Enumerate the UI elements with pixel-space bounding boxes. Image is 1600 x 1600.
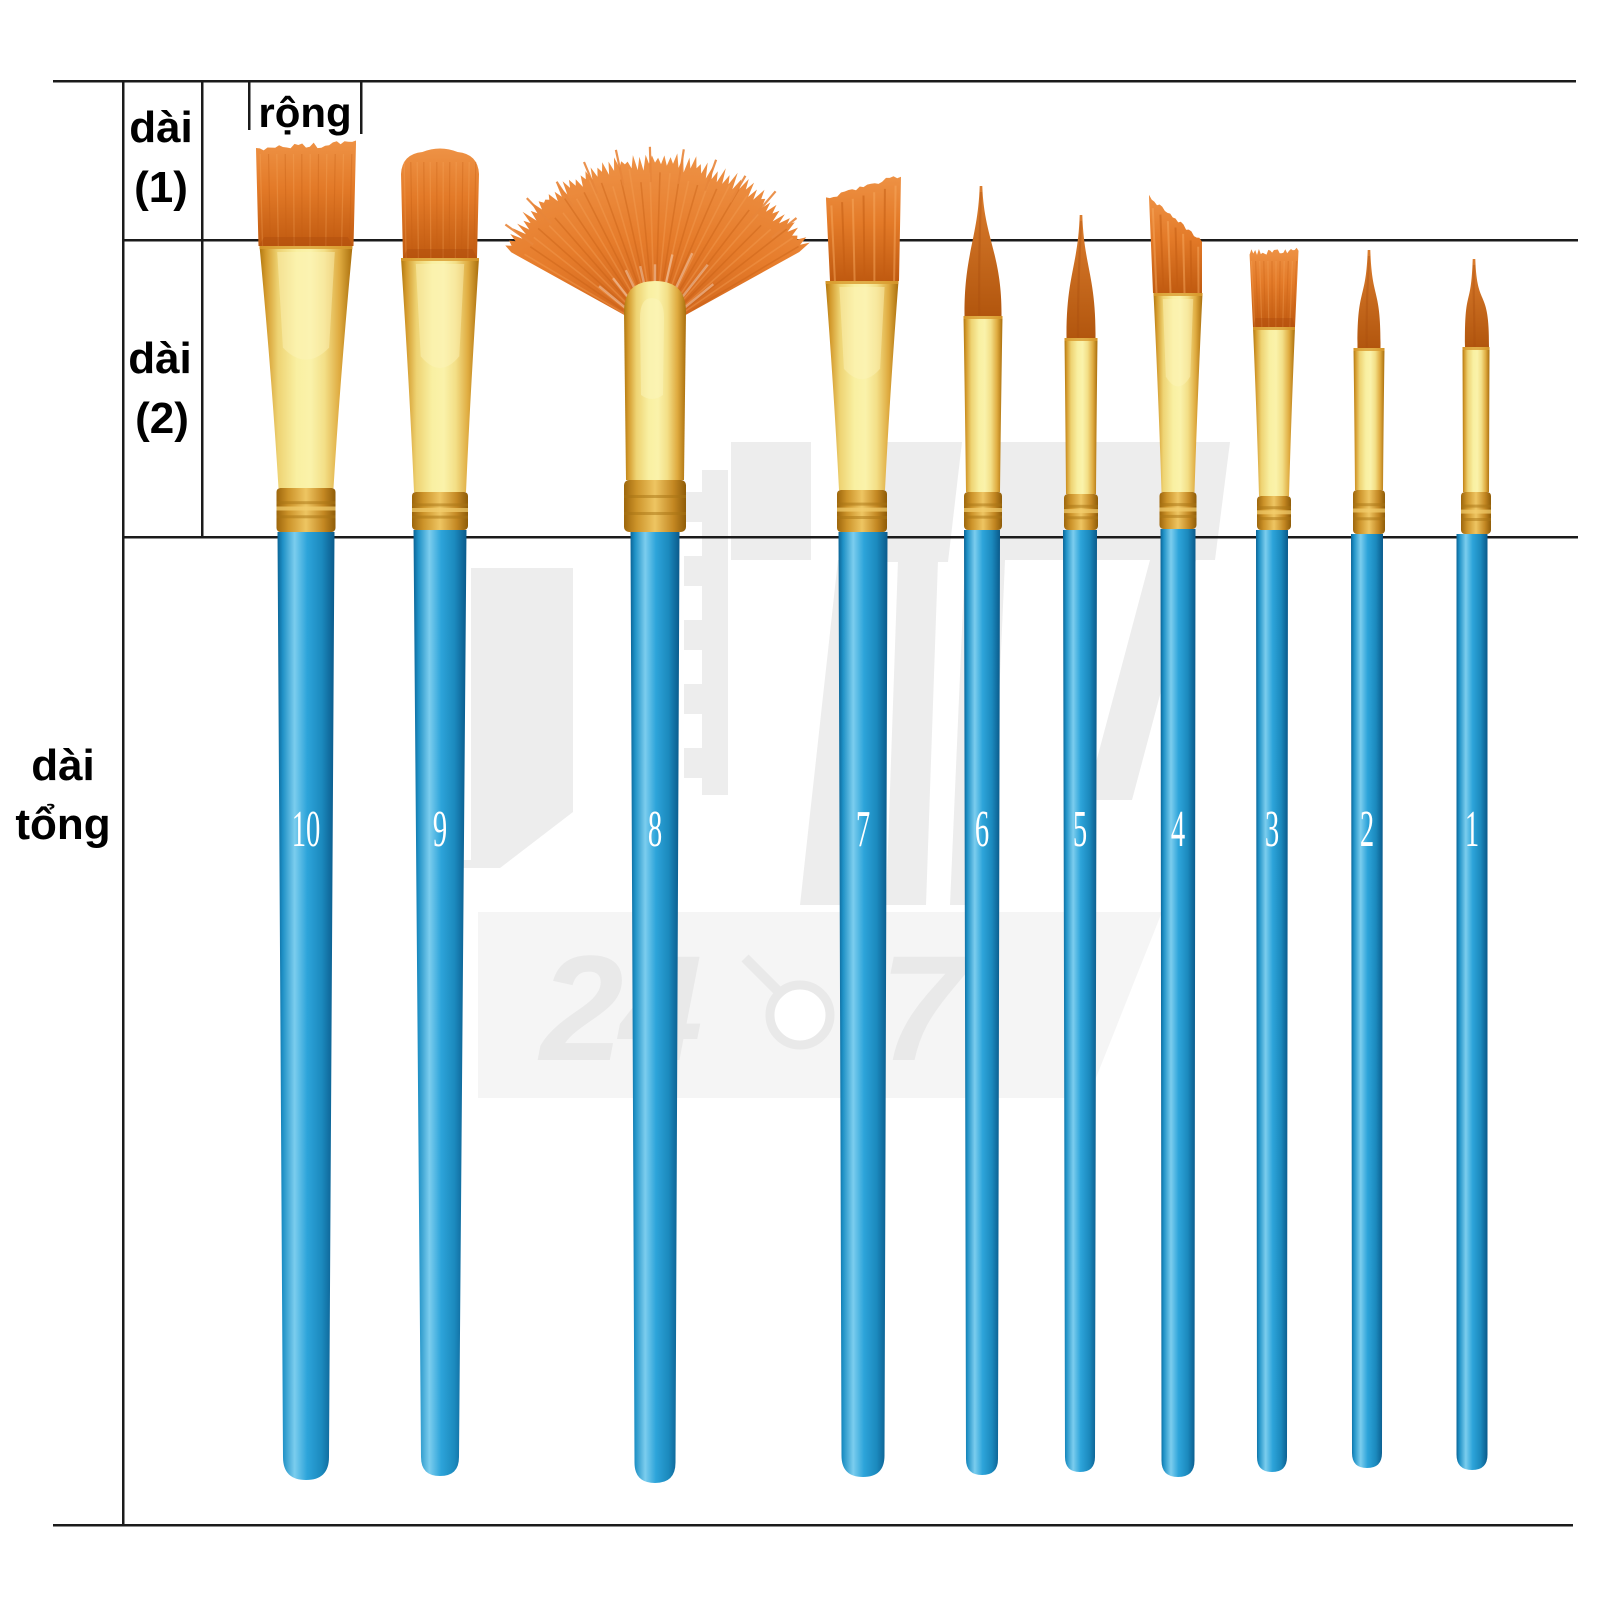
svg-text:(1): (1) (134, 163, 188, 212)
svg-text:dài: dài (129, 103, 193, 152)
svg-text:5: 5 (1073, 801, 1087, 858)
svg-text:9: 9 (433, 801, 447, 858)
svg-text:rộng: rộng (258, 89, 351, 136)
svg-text:8: 8 (648, 801, 662, 858)
svg-text:dài: dài (31, 741, 95, 790)
svg-text:7: 7 (880, 924, 970, 1092)
svg-text:2: 2 (1360, 801, 1374, 858)
svg-text:3: 3 (1265, 801, 1279, 858)
svg-text:(2): (2) (135, 394, 189, 443)
svg-text:4: 4 (1171, 801, 1185, 858)
svg-text:dài: dài (128, 334, 192, 383)
svg-text:7: 7 (856, 801, 870, 858)
svg-text:tổng: tổng (15, 800, 110, 849)
svg-text:6: 6 (975, 801, 989, 858)
svg-text:10: 10 (292, 801, 321, 858)
svg-text:1: 1 (1465, 801, 1479, 858)
